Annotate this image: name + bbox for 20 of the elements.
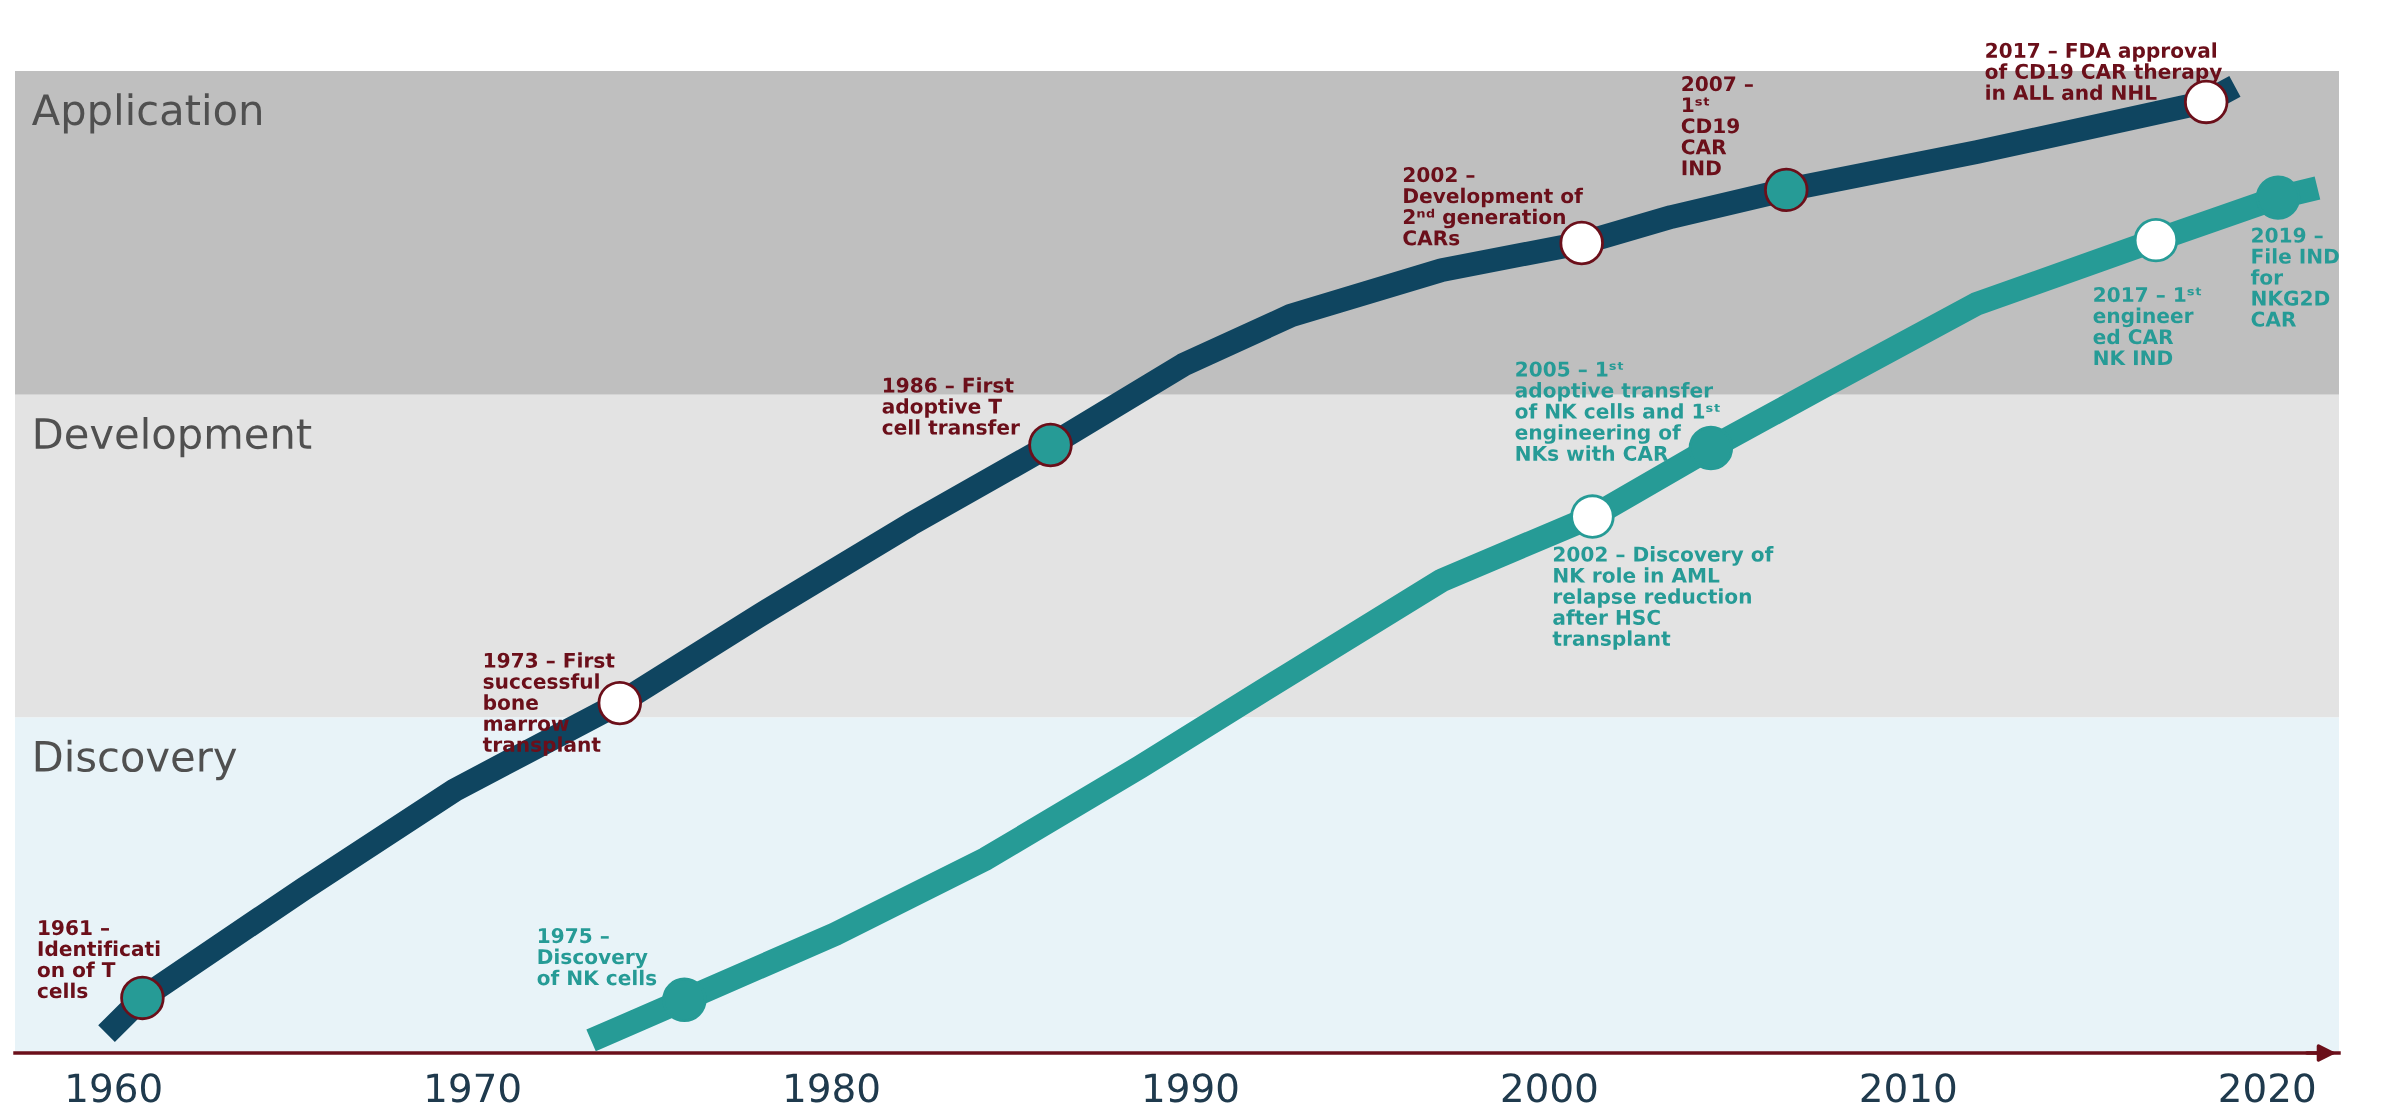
annotation: 1975 – Discovery of NK cells: [537, 927, 657, 986]
annotation: 2019 – File IND for NKG2D CAR: [2250, 227, 2339, 327]
annotation: 2017 – 1ˢᵗ engineer ed CAR NK IND: [2093, 286, 2202, 366]
annotation: 1961 – Identificati on of T cells: [37, 919, 160, 999]
x-tick-label: 1960: [68, 1073, 161, 1103]
annotation: 2002 – Discovery of NK role in AML relapse reduction after HSC transplant: [1552, 546, 1774, 650]
band-label: Application: [31, 93, 261, 134]
annotation: 1986 – First adoptive T cell transfer: [882, 377, 1020, 435]
x-tick-label: 1970: [427, 1073, 520, 1103]
band-label: Development: [35, 417, 312, 458]
x-tick-label: 2010: [1861, 1073, 1956, 1103]
annotation: 2007 – 1ˢᵗ CD19 CAR IND: [1681, 76, 1753, 176]
x-tick-label: 1990: [1145, 1073, 1238, 1103]
x-tick-label: 1980: [786, 1073, 879, 1103]
annotation: 2002 – Development of 2ⁿᵈ generation CARs: [1403, 167, 1584, 246]
band-label: Discovery: [35, 739, 237, 781]
x-tick-label: 2020: [2220, 1073, 2315, 1103]
annotation: 2017 – FDA approval of CD19 CAR therapy in ALL and NHL: [1985, 42, 2223, 101]
x-tick-label: 2000: [1502, 1073, 1597, 1103]
annotation: 2005 – 1ˢᵗ adoptive transfer of NK cells and 1ˢᵗ engineering of NKs with CAR: [1515, 361, 1720, 461]
